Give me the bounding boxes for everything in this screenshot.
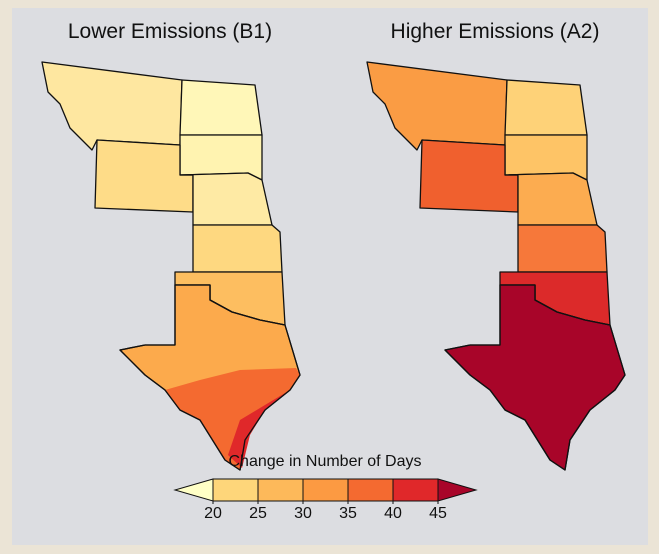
state bbox=[504, 79, 588, 136]
state bbox=[504, 172, 598, 226]
legend: 20 25 30 35 40 45 bbox=[173, 478, 478, 522]
state bbox=[517, 224, 608, 273]
legend-tick-label: 40 bbox=[384, 505, 402, 522]
state bbox=[179, 172, 273, 226]
legend-title: Change in Number of Days bbox=[229, 453, 422, 470]
legend-tick-label: 30 bbox=[294, 505, 312, 522]
state bbox=[419, 139, 519, 213]
map-title: Higher Emissions (A2) bbox=[391, 20, 600, 43]
state bbox=[192, 224, 283, 273]
state bbox=[94, 139, 194, 213]
legend-tick-label: 20 bbox=[204, 505, 222, 522]
map-lower bbox=[41, 61, 301, 471]
region bbox=[165, 368, 300, 470]
legend-bin bbox=[212, 478, 259, 502]
legend-bin bbox=[392, 478, 439, 502]
legend-tick-label: 25 bbox=[249, 505, 267, 522]
legend-tick-label: 45 bbox=[429, 505, 447, 522]
legend-bin bbox=[257, 478, 304, 502]
map-title: Lower Emissions (B1) bbox=[68, 20, 272, 43]
state bbox=[179, 79, 263, 136]
map-higher bbox=[366, 61, 626, 471]
legend-bin bbox=[347, 478, 394, 502]
legend-tick-label: 35 bbox=[339, 505, 357, 522]
legend-bin bbox=[302, 478, 349, 502]
